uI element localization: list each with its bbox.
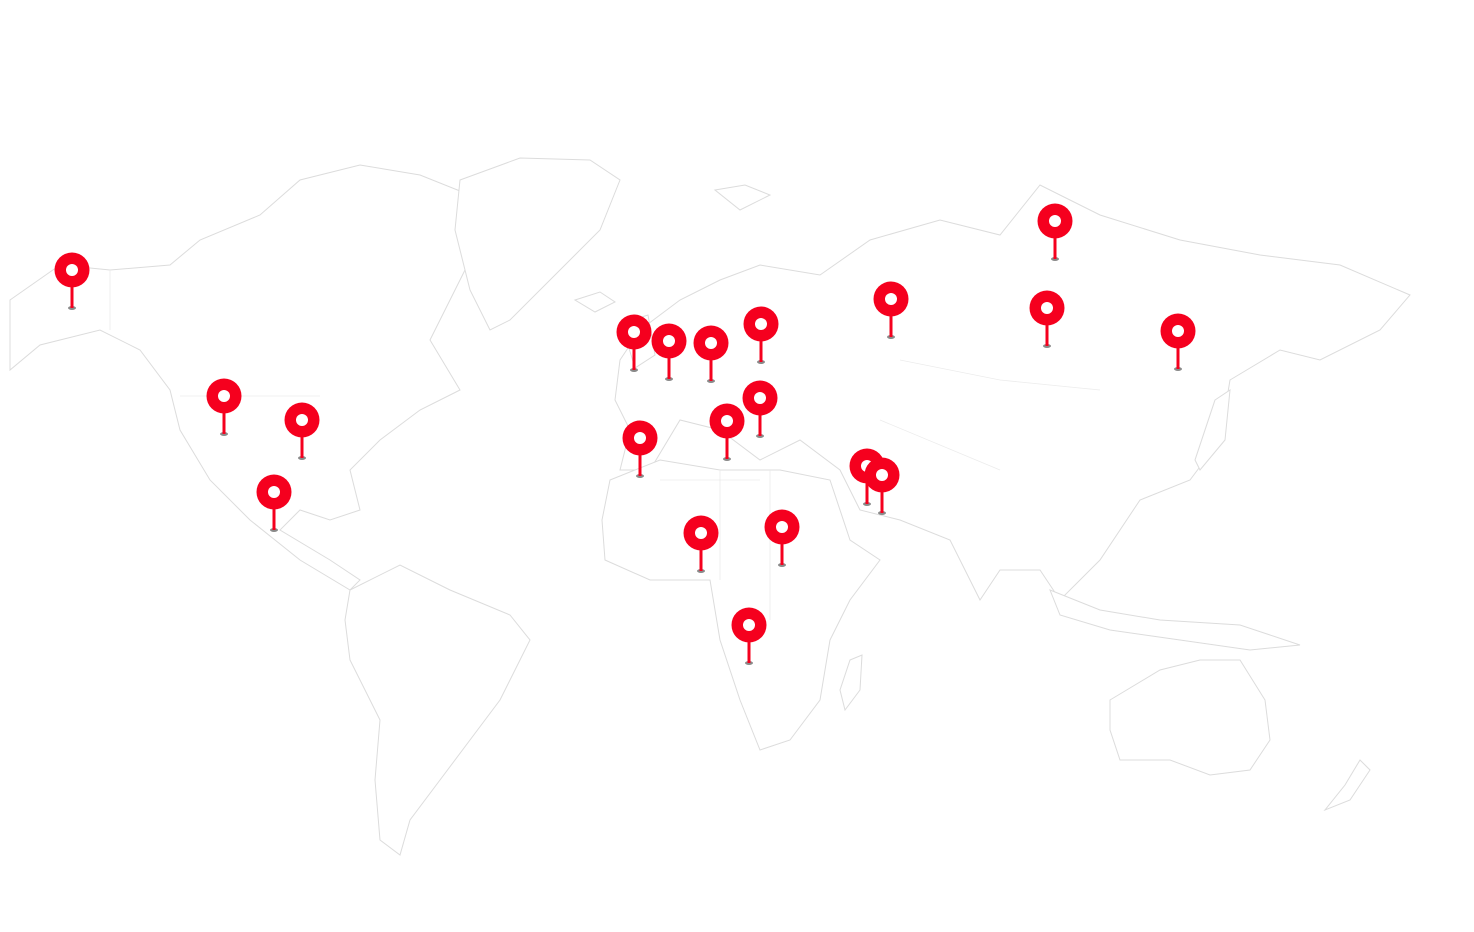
pin-stem — [699, 543, 703, 571]
pin-stem — [272, 502, 276, 530]
map-pin-icon[interactable] — [256, 474, 292, 533]
pin-stem — [638, 448, 642, 476]
pin-dot — [776, 521, 788, 533]
pin-dot — [695, 527, 707, 539]
pin-stem — [222, 406, 226, 434]
map-pin-icon[interactable] — [742, 380, 778, 439]
pin-dot — [1041, 302, 1053, 314]
map-pin-icon[interactable] — [743, 306, 779, 365]
map-pin-icon[interactable] — [709, 403, 745, 462]
pin-stem — [1176, 341, 1180, 369]
borders — [109, 270, 1101, 620]
continent-north-america — [9, 164, 481, 591]
pin-stem — [70, 280, 74, 308]
pin-dot — [876, 469, 888, 481]
pin-dot — [743, 619, 755, 631]
pin-dot — [1049, 215, 1061, 227]
pin-stem — [709, 353, 713, 381]
island-iceland — [573, 291, 616, 313]
marker-layer — [54, 203, 1196, 666]
map-pin-icon[interactable] — [206, 378, 242, 437]
map-pin-icon[interactable] — [54, 252, 90, 311]
pin-stem — [725, 431, 729, 459]
map-pin-icon[interactable] — [693, 325, 729, 384]
island-madagascar — [839, 654, 863, 712]
pin-stem — [758, 408, 762, 436]
pin-stem — [300, 430, 304, 458]
pin-dot — [663, 335, 675, 347]
map-pin-icon[interactable] — [1160, 313, 1196, 372]
pin-stem — [632, 342, 636, 370]
map-pin-icon[interactable] — [1037, 203, 1073, 262]
map-pin-icon[interactable] — [616, 314, 652, 373]
pin-dot — [628, 326, 640, 338]
pin-dot — [296, 414, 308, 426]
map-pin-icon[interactable] — [651, 323, 687, 382]
island-svalbard — [713, 184, 772, 211]
islands-southeast-asia — [1049, 589, 1301, 651]
pin-dot — [268, 486, 280, 498]
continent-australia — [1109, 659, 1271, 776]
pin-stem — [759, 334, 763, 362]
pin-stem — [880, 485, 884, 513]
map-pin-icon[interactable] — [622, 420, 658, 479]
pin-stem — [667, 351, 671, 379]
continent-greenland — [454, 157, 621, 331]
land-layer — [9, 157, 1411, 856]
pin-stem — [1053, 231, 1057, 259]
island-new-zealand — [1323, 759, 1371, 812]
map-pin-icon[interactable] — [731, 607, 767, 666]
pin-dot — [721, 415, 733, 427]
pin-dot — [754, 392, 766, 404]
pin-dot — [634, 432, 646, 444]
pin-stem — [865, 476, 869, 504]
continent-africa — [601, 459, 881, 751]
pin-dot — [1172, 325, 1184, 337]
pin-dot — [885, 293, 897, 305]
map-pin-icon[interactable] — [1029, 290, 1065, 349]
map-pin-icon[interactable] — [873, 281, 909, 340]
pin-dot — [755, 318, 767, 330]
pin-stem — [889, 309, 893, 337]
map-pin-icon[interactable] — [764, 509, 800, 568]
pin-dot — [218, 390, 230, 402]
pin-stem — [747, 635, 751, 663]
pin-stem — [780, 537, 784, 565]
continent-south-america — [344, 564, 531, 856]
map-pin-icon[interactable] — [864, 457, 900, 516]
pin-dot — [705, 337, 717, 349]
pin-dot — [66, 264, 78, 276]
pin-stem — [1045, 318, 1049, 346]
map-pin-icon[interactable] — [284, 402, 320, 461]
map-pin-icon[interactable] — [683, 515, 719, 574]
island-japan — [1194, 388, 1231, 471]
